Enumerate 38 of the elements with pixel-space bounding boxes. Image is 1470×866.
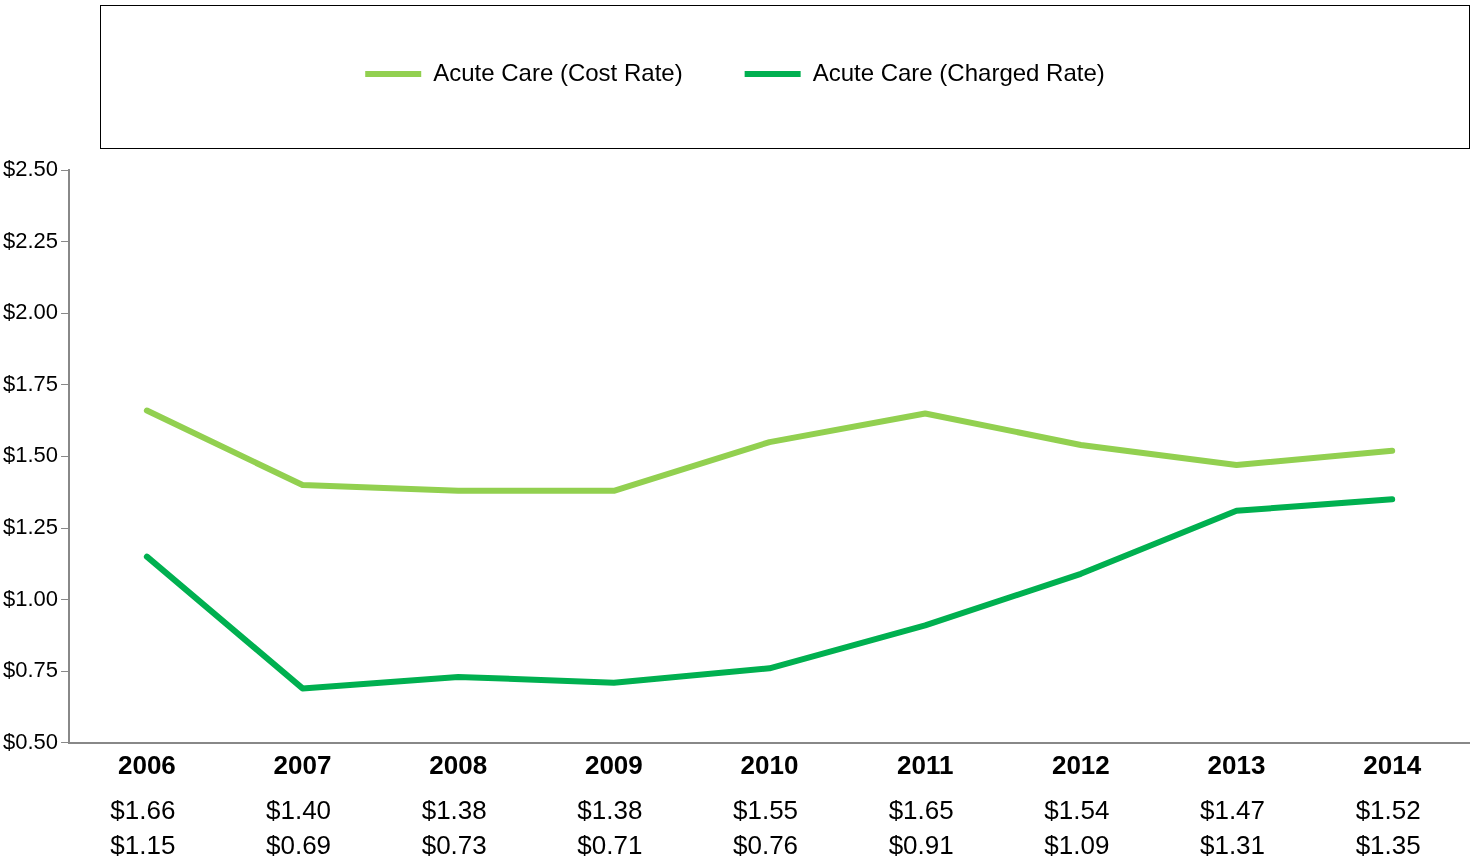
data-label: $0.91 bbox=[888, 830, 954, 861]
y-tick-label: $0.75 bbox=[2, 657, 59, 683]
y-tick-label: $1.25 bbox=[2, 514, 59, 540]
x-tick-label: 2009 bbox=[584, 749, 643, 780]
data-label: $1.52 bbox=[1355, 795, 1421, 826]
legend-label: Acute Care (Charged Rate) bbox=[812, 58, 1105, 86]
data-label: $0.69 bbox=[266, 830, 332, 861]
x-tick-label: 2007 bbox=[273, 749, 332, 780]
x-tick-label: 2012 bbox=[1051, 749, 1110, 780]
y-tick-label: $0.50 bbox=[2, 728, 59, 754]
data-label: $1.35 bbox=[1355, 830, 1421, 861]
data-label: $1.38 bbox=[421, 795, 487, 826]
x-tick-label: 2010 bbox=[740, 749, 799, 780]
data-label: $0.71 bbox=[577, 830, 643, 861]
y-tick-label: $2.50 bbox=[2, 156, 59, 182]
x-tick-label: 2011 bbox=[896, 749, 954, 780]
y-tick-label: $1.00 bbox=[2, 585, 59, 611]
data-label: $1.65 bbox=[888, 795, 954, 826]
data-label: $1.15 bbox=[110, 830, 176, 861]
y-tick-label: $2.00 bbox=[2, 299, 59, 325]
data-label: $1.66 bbox=[110, 795, 176, 826]
data-label: $1.38 bbox=[577, 795, 643, 826]
y-tick-label: $2.25 bbox=[2, 227, 59, 253]
y-tick-label: $1.50 bbox=[2, 442, 59, 468]
x-tick-label: 2013 bbox=[1207, 749, 1266, 780]
data-label: $1.47 bbox=[1199, 795, 1266, 826]
y-tick-label: $1.75 bbox=[2, 370, 59, 396]
legend-label: Acute Care (Cost Rate) bbox=[433, 58, 683, 86]
x-tick-label: 2008 bbox=[429, 749, 488, 780]
x-tick-label: 2006 bbox=[117, 749, 176, 780]
data-label: $1.31 bbox=[1199, 830, 1266, 861]
x-tick-label: 2014 bbox=[1363, 749, 1422, 780]
data-label: $1.40 bbox=[266, 795, 332, 826]
data-label: $1.55 bbox=[732, 795, 799, 826]
data-label: $1.54 bbox=[1044, 795, 1110, 826]
data-label: $0.73 bbox=[421, 830, 487, 861]
data-label: $0.76 bbox=[732, 830, 799, 861]
data-label: $1.09 bbox=[1044, 830, 1110, 861]
